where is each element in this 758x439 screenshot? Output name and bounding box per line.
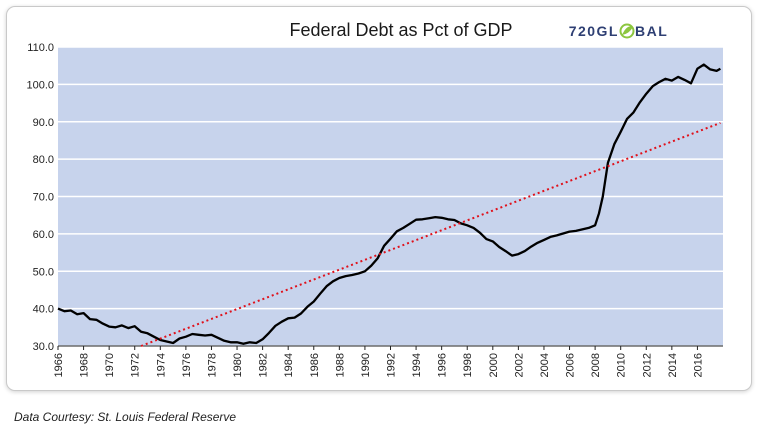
- x-tick-label: 1996: [437, 353, 449, 377]
- series-layer: [57, 63, 721, 347]
- x-tick-label: 2006: [565, 353, 577, 377]
- x-tick-label: 1982: [258, 353, 270, 377]
- y-tick-label: 100.0: [26, 79, 54, 91]
- x-tick-label: 1966: [53, 353, 65, 377]
- x-tick-label: 2004: [539, 353, 551, 377]
- company-logo: 720GL BAL: [569, 23, 668, 39]
- y-axis-ticks: 30.0 40.0 50.0 60.0 70.0 80.0 90.0 100.0 110.0: [26, 42, 54, 353]
- chart-frame: 30.0 40.0 50.0 60.0 70.0 80.0 90.0 100.0 110.0 1…: [6, 6, 752, 391]
- chart-title: Federal Debt as Pct of GDP: [289, 20, 512, 40]
- x-tick-label: 2016: [692, 353, 704, 377]
- y-tick-label: 60.0: [33, 229, 54, 241]
- x-tick-label: 2010: [616, 353, 628, 377]
- y-tick-label: 90.0: [33, 117, 54, 129]
- x-tick-label: 1968: [79, 353, 91, 377]
- x-tick-label: 2014: [667, 353, 679, 377]
- x-tick-label: 2002: [513, 353, 525, 377]
- y-tick-label: 40.0: [33, 304, 54, 316]
- logo-text-right: BAL: [635, 23, 668, 39]
- x-tick-label: 2000: [488, 353, 500, 377]
- trend-line: [140, 121, 721, 347]
- line-chart: 30.0 40.0 50.0 60.0 70.0 80.0 90.0 100.0 110.0 1…: [26, 20, 723, 377]
- x-axis-ticks: 1966 1968 1970 1972 1974 1976 1978 1980 1982 1984…: [53, 346, 704, 377]
- x-tick-label: 1986: [309, 353, 321, 377]
- x-tick-label: 1984: [283, 353, 295, 377]
- x-tick-label: 1974: [155, 353, 167, 377]
- x-tick-label: 2008: [590, 353, 602, 377]
- x-tick-label: 2012: [641, 353, 653, 377]
- x-tick-label: 1998: [462, 353, 474, 377]
- y-tick-label: 30.0: [33, 341, 54, 353]
- x-tick-label: 1978: [206, 353, 218, 377]
- x-tick-label: 1990: [360, 353, 372, 377]
- y-tick-label: 80.0: [33, 154, 54, 166]
- y-tick-label: 50.0: [33, 266, 54, 278]
- x-tick-label: 1970: [104, 353, 116, 377]
- y-tick-label: 110.0: [27, 42, 54, 54]
- x-tick-label: 1994: [411, 353, 423, 377]
- leaf-logo-icon: [619, 23, 635, 39]
- logo-text-left: 720GL: [569, 23, 619, 39]
- source-caption: Data Courtesy: St. Louis Federal Reserve: [14, 410, 237, 424]
- x-tick-label: 1976: [181, 353, 193, 377]
- x-tick-label: 1988: [334, 353, 346, 377]
- x-tick-label: 1992: [386, 353, 398, 377]
- y-tick-label: 70.0: [33, 192, 54, 204]
- debt-to-gdp-line: [57, 63, 721, 345]
- x-tick-label: 1980: [232, 353, 244, 377]
- x-tick-label: 1972: [130, 353, 142, 377]
